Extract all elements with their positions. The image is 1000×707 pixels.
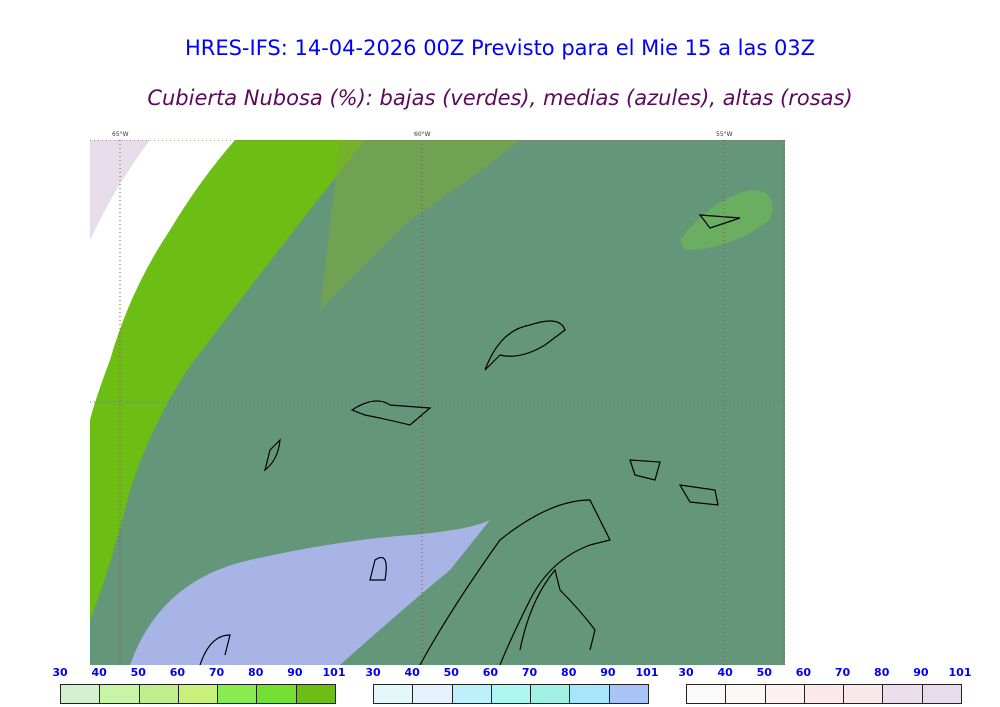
cloud-cover-map xyxy=(90,140,785,665)
colorbar-tick: 50 xyxy=(443,666,459,679)
colorbar-tick: 60 xyxy=(795,666,812,679)
colorbar-tick: 90 xyxy=(600,666,616,679)
lon-label: 60°W xyxy=(414,131,431,138)
colorbar-tick: 101 xyxy=(948,666,972,679)
colorbar-tick: 40 xyxy=(404,666,420,679)
colorbar-swatch xyxy=(100,685,140,703)
high-cloud-area xyxy=(90,140,150,240)
colorbar-tick: 101 xyxy=(322,666,346,679)
colorbar-swatch xyxy=(687,685,727,703)
colorbar-swatch xyxy=(609,685,648,703)
colorbar-tick: 40 xyxy=(717,666,733,679)
colorbar-swatch xyxy=(726,685,766,703)
low-cloud-patch xyxy=(680,190,773,250)
colorbar-mid-clouds xyxy=(373,684,649,704)
colorbar-swatch xyxy=(257,685,297,703)
colorbar-swatch xyxy=(61,685,101,703)
colorbar-swatch xyxy=(531,685,571,703)
colorbar-tick: 90 xyxy=(913,666,929,679)
colorbar-tick: 70 xyxy=(834,666,851,679)
colorbar-swatch xyxy=(883,685,923,703)
colorbar-low-clouds xyxy=(60,684,336,704)
colorbar-tick: 101 xyxy=(635,666,659,679)
colorbar-tick: 80 xyxy=(874,666,890,679)
colorbar-swatch xyxy=(178,685,219,703)
colorbar-tick: 30 xyxy=(365,666,381,679)
colorbar-swatch xyxy=(570,685,610,703)
colorbar-tick: 30 xyxy=(678,666,694,679)
lon-label: 55°W xyxy=(716,131,733,138)
coastlines xyxy=(199,214,741,665)
colorbar-swatch xyxy=(218,685,258,703)
colorbar-tick: 30 xyxy=(52,666,68,679)
colorbar-tick: 70 xyxy=(521,666,538,679)
colorbar-high-clouds xyxy=(686,684,962,704)
colorbar-swatch xyxy=(844,685,884,703)
colorbar-tick: 50 xyxy=(756,666,772,679)
colorbar-swatch xyxy=(922,685,961,703)
colorbar-tick: 80 xyxy=(561,666,577,679)
lon-label: 65°W xyxy=(112,131,129,138)
colorbar-swatch xyxy=(452,685,492,703)
colorbar-swatch xyxy=(139,685,179,703)
colorbar-tick: 90 xyxy=(287,666,303,679)
colorbar-tick: 80 xyxy=(248,666,264,679)
colorbar-swatch xyxy=(374,685,414,703)
low-cloud-band xyxy=(320,140,520,310)
low-cloud-band xyxy=(90,140,365,620)
map-title: HRES-IFS: 14-04-2026 00Z Previsto para e… xyxy=(184,36,816,60)
colorbar-swatch xyxy=(296,685,335,703)
colorbar-tick: 60 xyxy=(482,666,499,679)
colorbar-tick: 50 xyxy=(130,666,146,679)
colorbar-tick: 40 xyxy=(91,666,107,679)
colorbar-tick: 70 xyxy=(208,666,225,679)
colorbar-swatch xyxy=(765,685,805,703)
colorbar-tick: 60 xyxy=(169,666,186,679)
clear-area xyxy=(90,140,235,420)
colorbar-swatch xyxy=(491,685,532,703)
colorbar-swatch xyxy=(804,685,845,703)
map-subtitle: Cubierta Nubosa (%): bajas (verdes), med… xyxy=(147,86,853,110)
colorbar-swatch xyxy=(413,685,453,703)
